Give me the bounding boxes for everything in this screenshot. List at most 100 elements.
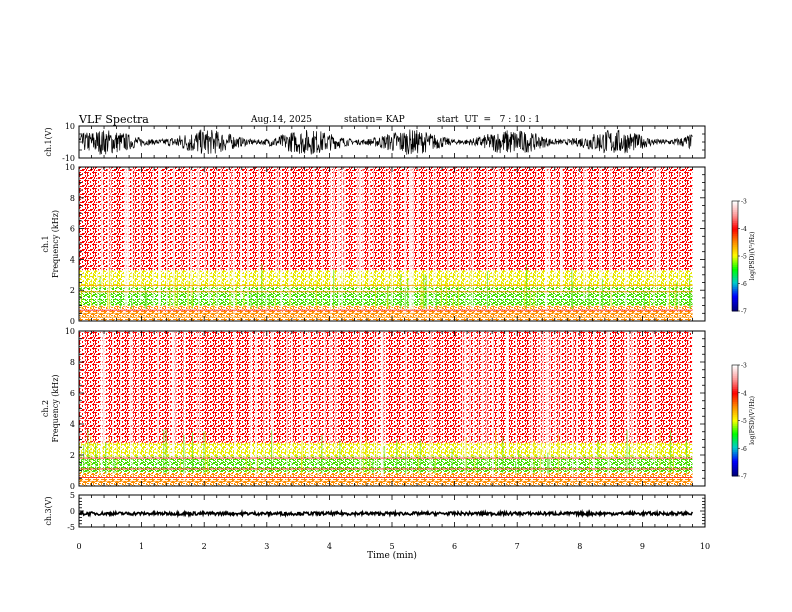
ch1-spectrogram-colorbar-cell [732,294,738,297]
ch1-spectrogram-colorbar-cell [732,235,738,239]
ch3-waveform-ylabel: ch.3(V) [44,496,53,525]
ch1-spectrogram-ylabel: Frequency (kHz) [51,210,60,278]
ch2-spectrogram-streak [624,331,626,485]
ch2-spectrogram-burst [476,457,478,474]
ch1-spectrogram-streak [166,167,168,313]
ch2-spectrogram-streak [606,331,608,453]
ch2-spectrogram-streak [286,331,288,484]
ch1-spectrogram-streak [174,167,176,283]
ch1-spectrogram-colorbar-cell [732,202,738,206]
ch1-spectrogram-streak [562,167,563,290]
ch2-spectrogram-streak [592,331,594,484]
ch2-spectrogram-streak [542,331,544,481]
ch1-spectrogram-burst [529,292,531,309]
ch1-spectrogram-streak [601,167,603,292]
ch1-spectrogram-streak [505,167,508,278]
ch1-spectrogram-burst [146,291,148,309]
ch3-waveform-ytick-label: -5 [67,523,75,532]
ch2-spectrogram-streak [539,331,542,476]
ch2-spectrogram-burst [362,445,364,474]
ch1-spectrogram-streak [132,167,134,305]
ch2-spectrogram-colorbar-cell [732,463,738,466]
ch1-spectrogram-streak [288,167,291,300]
ch1-spectrogram-streak [535,167,537,306]
time-tick-label: 0 [76,542,81,551]
ch1-spectrogram-burst [131,297,133,309]
ch1-spectrogram-burst [289,288,291,309]
ch2-spectrogram-colorbar-cell [732,427,738,431]
ch1-spectrogram-streak [204,167,206,279]
ch2-spectrogram-streak [431,331,433,442]
ch2-spectrogram-colorbar-cell [732,405,738,409]
ch2-spectrogram-streak [627,331,630,440]
ch2-spectrogram-colorbar-cell [732,370,738,373]
ch1-spectrogram-burst [261,263,263,309]
ch2-spectrogram-burst [98,450,100,474]
ch1-spectrogram-colorbar-tick: -5 [741,254,747,261]
ch1-spectrogram-burst [107,289,109,309]
ch2-spectrogram-colorbar-cell [732,398,738,401]
ch1-spectrogram-streak [107,167,110,319]
ch2-spectrogram-yticks [79,330,705,487]
ch1-spectrogram-streak [554,167,556,294]
ch2-spectrogram-streak [84,331,86,465]
ch2-spectrogram-streak [308,331,309,459]
ch2-spectrogram-streak [498,331,500,480]
ch2-spectrogram-streak [654,331,656,469]
ch1-spectrogram-ytick-label: 0 [70,317,75,326]
ch2-spectrogram-burst [207,454,209,474]
ch1-spectrogram-colorbar-cell [732,226,738,229]
ch2-spectrogram-colorbar-cell [732,379,738,383]
ch1-spectrogram-burst [690,291,692,309]
ch1-spectrogram-colorbar-cell [732,281,738,284]
ch2-spectrogram-streak [554,331,556,452]
ch2-spectrogram-burst [369,460,371,474]
ch2-spectrogram-streak [270,331,273,442]
ch2-spectrogram-ytick-label: 6 [70,389,75,398]
ch2-spectrogram-burst [339,438,341,474]
ch1-spectrogram-streak [493,167,495,289]
ch2-spectrogram-colorbar-cell [732,437,738,440]
ch2-spectrogram-streak [405,331,407,478]
ch1-spectrogram-burst [81,288,83,309]
ch2-spectrogram-colorbar-cell [732,409,738,412]
ch2-spectrogram-streak [175,331,177,443]
ch2-spectrogram-burst [548,459,550,474]
ch1-spectrogram-burst [144,285,146,309]
ch1-spectrogram-streak [247,167,249,308]
ch1-spectrogram-streak [139,167,142,302]
ch2-spectrogram-streak [537,331,539,460]
ch2-spectrogram-streak [250,331,253,461]
ch1-spectrogram-colorbar-cell [732,241,738,244]
ch1-spectrogram-colorbar: -3 -4 -5 -6 -7 log(PSD)(V²/Hz) [731,199,756,316]
ch1-spectrogram-burst [169,276,171,309]
ch1-spectrogram-burst [674,282,676,309]
ch1-spectrogram-burst [400,273,402,309]
ch2-spectrogram-colorbar-cell [732,420,738,423]
ch2-spectrogram-band-green [79,456,693,473]
start-time-label: start UT = 7 : 10 : 1 [437,115,541,125]
ch2-spectrogram-colorbar-cell [732,455,738,458]
ch1-spectrogram-burst [119,297,121,309]
ch1-spectrogram-burst [643,291,645,309]
ch2-spectrogram-streak [130,331,132,467]
ch1-spectrogram-streak [227,167,230,285]
ch2-spectrogram-colorbar-cell [732,366,738,370]
ch1-spectrogram-streak [447,167,449,277]
ch2-spectrogram-colorbar-tick: -3 [741,363,747,370]
ch2-spectrogram-colorbar-cell [732,468,738,471]
ch1-spectrogram-colorbar-cell [732,256,738,259]
ch2-spectrogram-burst [628,446,630,474]
ch2-spectrogram-colorbar-cell [732,424,738,427]
ch2-spectrogram-streak [487,331,489,469]
time-axis-label: Time (min) [367,550,417,561]
ch2-spectrogram-burst [163,429,165,474]
ch2-spectrogram-colorbar-cell [732,453,738,457]
ch1-spectrogram-colorbar-cell [732,221,738,224]
ch1-spectrogram-streak [548,167,551,276]
ch1-spectrogram-streak [465,167,466,310]
ch2-spectrogram-colorbar-cell [732,433,738,436]
ch3-waveform: 5 0 -5 ch.3(V) [44,491,706,532]
ch1-spectrogram-streak [275,167,277,276]
